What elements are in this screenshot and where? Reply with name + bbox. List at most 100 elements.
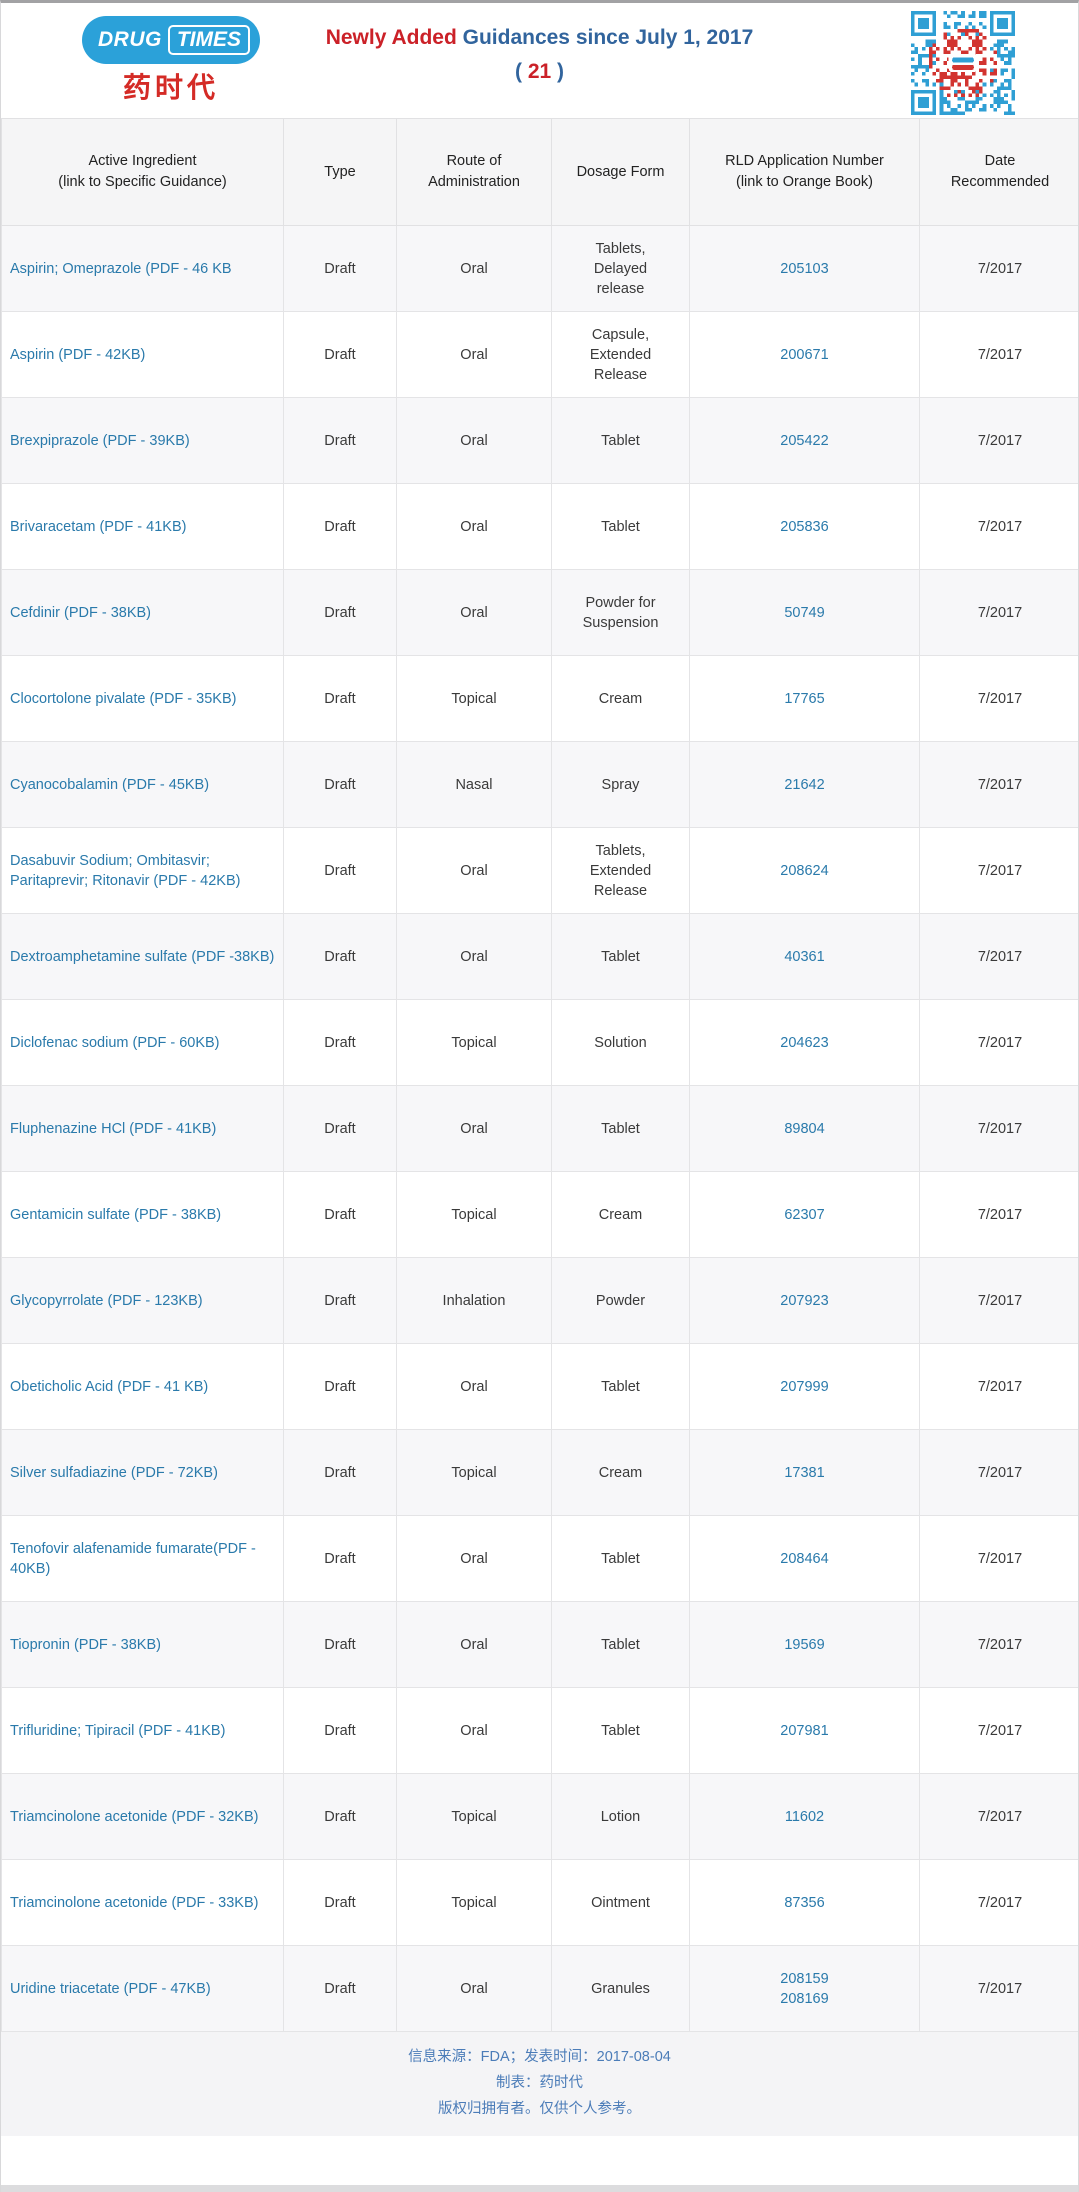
top-banner: DRUG TIMES 药时代 Newly Added Guidances sin… (1, 3, 1078, 118)
rld-number-link[interactable]: 207999 (780, 1378, 829, 1395)
dosage-form-cell: Tablet (551, 1085, 690, 1172)
dosage-form-cell: Granules (551, 1945, 690, 2032)
date-recommended-cell: 7/2017 (919, 1085, 1078, 1172)
table-row: Fluphenazine HCl (PDF - 41KB) Draft Oral… (1, 1085, 1078, 1172)
rld-number-link[interactable]: 205836 (780, 518, 829, 535)
col-header-date-recommended: Date Recommended (919, 118, 1078, 226)
ingredient-link[interactable]: Gentamicin sulfate (PDF - 38KB) (10, 1206, 222, 1223)
ingredient-link[interactable]: Tenofovir alafenamide fumarate(PDF - 40K… (10, 1540, 256, 1577)
route-cell: Topical (396, 1773, 552, 1860)
table-row: Diclofenac sodium (PDF - 60KB) Draft Top… (1, 999, 1078, 1086)
guidance-count: 21 (527, 60, 552, 83)
ingredient-link[interactable]: Aspirin (PDF - 42KB) (10, 346, 146, 363)
date-recommended-cell: 7/2017 (919, 1687, 1078, 1774)
route-cell: Oral (396, 311, 552, 398)
date-recommended-cell: 7/2017 (919, 569, 1078, 656)
date-recommended-cell: 7/2017 (919, 1601, 1078, 1688)
ingredient-link[interactable]: Fluphenazine HCl (PDF - 41KB) (10, 1120, 217, 1137)
rld-number-link[interactable]: 17381 (784, 1464, 825, 1481)
col-header-dosage-form: Dosage Form (551, 118, 690, 226)
rld-number-link[interactable]: 21642 (784, 776, 825, 793)
type-cell: Draft (283, 225, 397, 312)
ingredient-link[interactable]: Dasabuvir Sodium; Ombitasvir; Paritaprev… (10, 852, 241, 889)
ingredient-link[interactable]: Triamcinolone acetonide (PDF - 33KB) (10, 1894, 259, 1911)
route-cell: Oral (396, 1601, 552, 1688)
type-cell: Draft (283, 1945, 397, 2032)
table-header-row: Active Ingredient (link to Specific Guid… (1, 118, 1078, 226)
table-row: Cyanocobalamin (PDF - 45KB) Draft Nasal … (1, 741, 1078, 828)
route-cell: Topical (396, 655, 552, 742)
date-recommended-cell: 7/2017 (919, 1773, 1078, 1860)
ingredient-link[interactable]: Tiopronin (PDF - 38KB) (10, 1636, 161, 1653)
count-paren-open: ( (514, 60, 528, 83)
ingredient-link[interactable]: Trifluridine; Tipiracil (PDF - 41KB) (10, 1722, 226, 1739)
qr-code (910, 11, 1016, 115)
route-cell: Oral (396, 1343, 552, 1430)
rld-number-link[interactable]: 50749 (784, 604, 825, 621)
ingredient-link[interactable]: Triamcinolone acetonide (PDF - 32KB) (10, 1808, 259, 1825)
col-header-rld-number: RLD Application Number (link to Orange B… (689, 118, 920, 226)
rld-number-link[interactable]: 208464 (780, 1550, 829, 1567)
rld-number-link[interactable]: 17765 (784, 690, 825, 707)
dosage-form-cell: Lotion (551, 1773, 690, 1860)
table-row: Glycopyrrolate (PDF - 123KB) Draft Inhal… (1, 1257, 1078, 1344)
ingredient-link[interactable]: Brexpiprazole (PDF - 39KB) (10, 432, 190, 449)
ingredient-link[interactable]: Uridine triacetate (PDF - 47KB) (10, 1980, 211, 1997)
route-cell: Inhalation (396, 1257, 552, 1344)
rld-number-link[interactable]: 19569 (784, 1636, 825, 1653)
table-row: Clocortolone pivalate (PDF - 35KB) Draft… (1, 655, 1078, 742)
date-recommended-cell: 7/2017 (919, 827, 1078, 914)
rld-number-link[interactable]: 205422 (780, 432, 829, 449)
type-cell: Draft (283, 397, 397, 484)
rld-number-link[interactable]: 207923 (780, 1292, 829, 1309)
col-header-active-ingredient: Active Ingredient (link to Specific Guid… (1, 118, 284, 226)
route-cell: Oral (396, 827, 552, 914)
ingredient-link[interactable]: Glycopyrrolate (PDF - 123KB) (10, 1292, 203, 1309)
date-recommended-cell: 7/2017 (919, 225, 1078, 312)
route-cell: Oral (396, 225, 552, 312)
dosage-form-cell: Tablet (551, 913, 690, 1000)
ingredient-link[interactable]: Diclofenac sodium (PDF - 60KB) (10, 1034, 220, 1051)
route-cell: Oral (396, 1515, 552, 1602)
rld-number-link[interactable]: 87356 (784, 1894, 825, 1911)
footer-note: 信息来源：FDA；发表时间：2017-08-04 制表：药时代 版权归拥有者。仅… (1, 2032, 1078, 2136)
ingredient-link[interactable]: Silver sulfadiazine (PDF - 72KB) (10, 1464, 218, 1481)
table-row: Uridine triacetate (PDF - 47KB) Draft Or… (1, 1945, 1078, 2032)
ingredient-link[interactable]: Obeticholic Acid (PDF - 41 KB) (10, 1378, 209, 1395)
rld-number-link[interactable]: 204623 (780, 1034, 829, 1051)
rld-number-link[interactable]: 208624 (780, 862, 829, 879)
rld-number-link[interactable]: 205103 (780, 260, 829, 277)
rld-number-link[interactable]: 89804 (784, 1120, 825, 1137)
footer-maker-line: 制表：药时代 (496, 2075, 583, 2091)
table-row: Triamcinolone acetonide (PDF - 32KB) Dra… (1, 1773, 1078, 1860)
title-red-part: Newly Added (325, 26, 457, 49)
ingredient-link[interactable]: Cyanocobalamin (PDF - 45KB) (10, 776, 210, 793)
table-row: Cefdinir (PDF - 38KB) Draft Oral Powder … (1, 569, 1078, 656)
ingredient-link[interactable]: Aspirin; Omeprazole (PDF - 46 KB (10, 260, 232, 277)
rld-number-link[interactable]: 208159 208169 (780, 1970, 829, 2007)
rld-number-link[interactable]: 62307 (784, 1206, 825, 1223)
table-row: Aspirin; Omeprazole (PDF - 46 KB Draft O… (1, 225, 1078, 312)
route-cell: Nasal (396, 741, 552, 828)
ingredient-link[interactable]: Brivaracetam (PDF - 41KB) (10, 518, 187, 535)
ingredient-link[interactable]: Dextroamphetamine sulfate (PDF -38KB) (10, 948, 275, 965)
type-cell: Draft (283, 1601, 397, 1688)
type-cell: Draft (283, 1515, 397, 1602)
rld-number-link[interactable]: 200671 (780, 346, 829, 363)
type-cell: Draft (283, 1343, 397, 1430)
rld-number-link[interactable]: 11602 (784, 1808, 825, 1825)
col-header-route: Route of Administration (396, 118, 552, 226)
date-recommended-cell: 7/2017 (919, 311, 1078, 398)
dosage-form-cell: Capsule, Extended Release (551, 311, 690, 398)
dosage-form-cell: Tablet (551, 1343, 690, 1430)
logo-times-text: TIMES (167, 24, 250, 55)
rld-number-link[interactable]: 40361 (784, 948, 825, 965)
dosage-form-cell: Cream (551, 1429, 690, 1516)
date-recommended-cell: 7/2017 (919, 1515, 1078, 1602)
ingredient-link[interactable]: Clocortolone pivalate (PDF - 35KB) (10, 690, 237, 707)
rld-number-link[interactable]: 207981 (780, 1722, 829, 1739)
dosage-form-cell: Tablet (551, 1601, 690, 1688)
ingredient-link[interactable]: Cefdinir (PDF - 38KB) (10, 604, 152, 621)
date-recommended-cell: 7/2017 (919, 741, 1078, 828)
